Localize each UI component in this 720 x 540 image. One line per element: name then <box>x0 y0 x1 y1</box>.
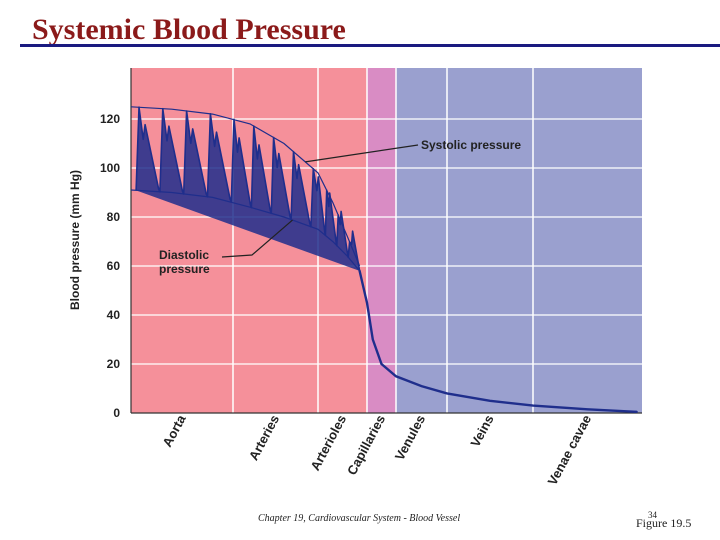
title-underline <box>20 44 720 47</box>
figure-label: Figure 19.5 <box>636 516 692 530</box>
region-capillaries <box>367 68 396 413</box>
y-tick-label-80: 80 <box>107 210 121 224</box>
y-axis-label: Blood pressure (mm Hg) <box>68 170 82 310</box>
systolic-leader-line <box>305 144 419 163</box>
x-tick-label-venae-cavae: Venae cavae <box>545 412 595 487</box>
x-tick-label-capillaries: Capillaries <box>344 412 388 477</box>
page-number: 34 <box>648 510 657 520</box>
systolic-pressure-line <box>130 106 361 267</box>
diastolic-leader-line <box>221 219 293 258</box>
region-veins <box>447 68 533 413</box>
x-tick-label-aorta: Aorta <box>159 412 189 450</box>
systolic-pressure-label: Systolic pressure <box>421 138 521 152</box>
y-tick-label-40: 40 <box>107 308 121 322</box>
diastolic-pressure-line <box>130 189 361 272</box>
x-tick-label-arteries: Arteries <box>246 412 282 462</box>
x-tick-label-venules: Venules <box>392 412 428 462</box>
slide-title: Systemic Blood Pressure <box>32 13 346 46</box>
x-tick-label-arterioles: Arterioles <box>307 412 349 473</box>
y-tick-label-20: 20 <box>107 357 121 371</box>
mean-pressure-line <box>358 269 638 413</box>
region-venules <box>396 68 447 413</box>
region-aorta <box>131 68 233 413</box>
y-tick-label-0: 0 <box>113 406 120 420</box>
region-venae-cavae <box>533 68 642 413</box>
diastolic-pressure-label: Diastolic pressure <box>159 248 210 276</box>
x-tick-label-veins: Veins <box>467 412 496 449</box>
slide-footer: Chapter 19, Cardiovascular System - Bloo… <box>258 513 461 524</box>
y-tick-label-100: 100 <box>100 161 120 175</box>
y-tick-label-120: 120 <box>100 112 120 126</box>
y-tick-label-60: 60 <box>107 259 121 273</box>
